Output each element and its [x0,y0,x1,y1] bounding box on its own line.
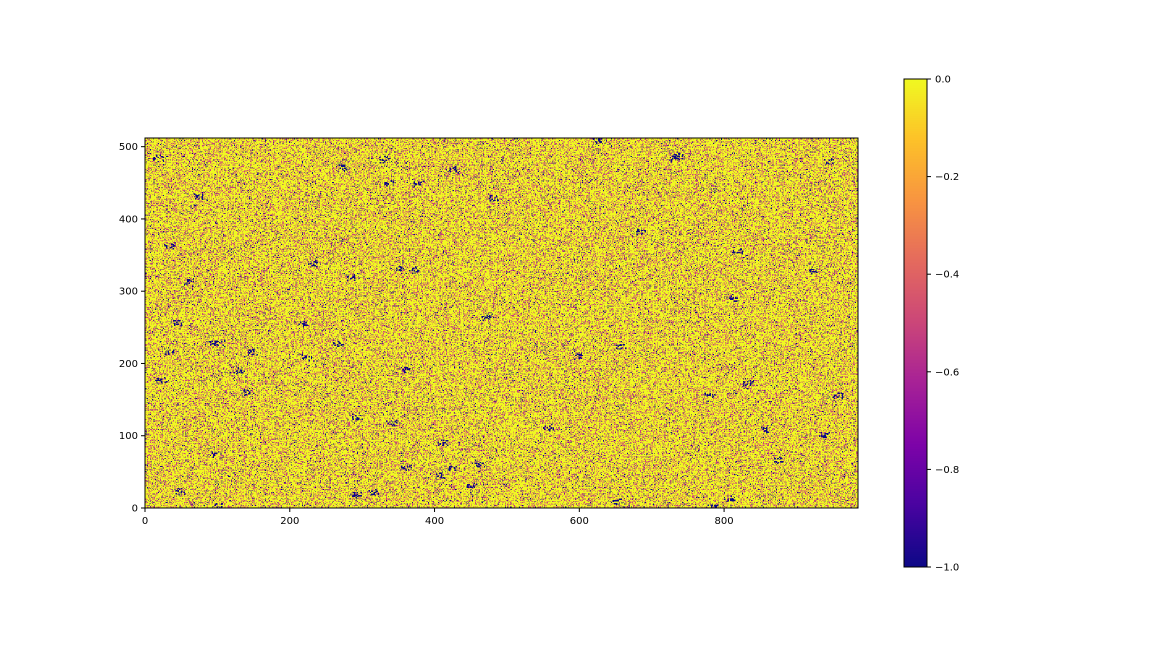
x-tick-label: 200 [280,516,299,527]
colorbar-tick-label: 0.0 [935,75,951,86]
y-tick-label: 400 [119,214,138,225]
y-axis-ticks: 0 100 200 300 400 500 [119,142,145,515]
x-tick-label: 800 [715,516,734,527]
y-tick-label: 300 [119,287,138,298]
colorbar-tick-label: −0.8 [935,465,959,476]
heatmap-image [145,138,858,508]
x-axis-ticks: 0 200 400 600 800 [142,508,734,527]
colorbar-frame [903,78,928,568]
colorbar-tick-label: −1.0 [935,563,959,574]
y-tick-label: 200 [119,359,138,370]
x-tick-label: 600 [570,516,589,527]
x-tick-label: 400 [425,516,444,527]
colorbar-tick-label: −0.2 [935,172,959,183]
colorbar-ticks: 0.0 −0.2 −0.4 −0.6 −0.8 −1.0 [927,75,959,574]
x-tick-label: 0 [142,516,148,527]
plot-frame [144,137,859,509]
y-tick-label: 100 [119,431,138,442]
colorbar-tick-label: −0.4 [935,270,959,281]
colorbar-tick-label: −0.6 [935,367,959,378]
colorbar-gradient [904,79,927,567]
y-tick-label: 0 [132,504,138,515]
y-tick-label: 500 [119,142,138,153]
